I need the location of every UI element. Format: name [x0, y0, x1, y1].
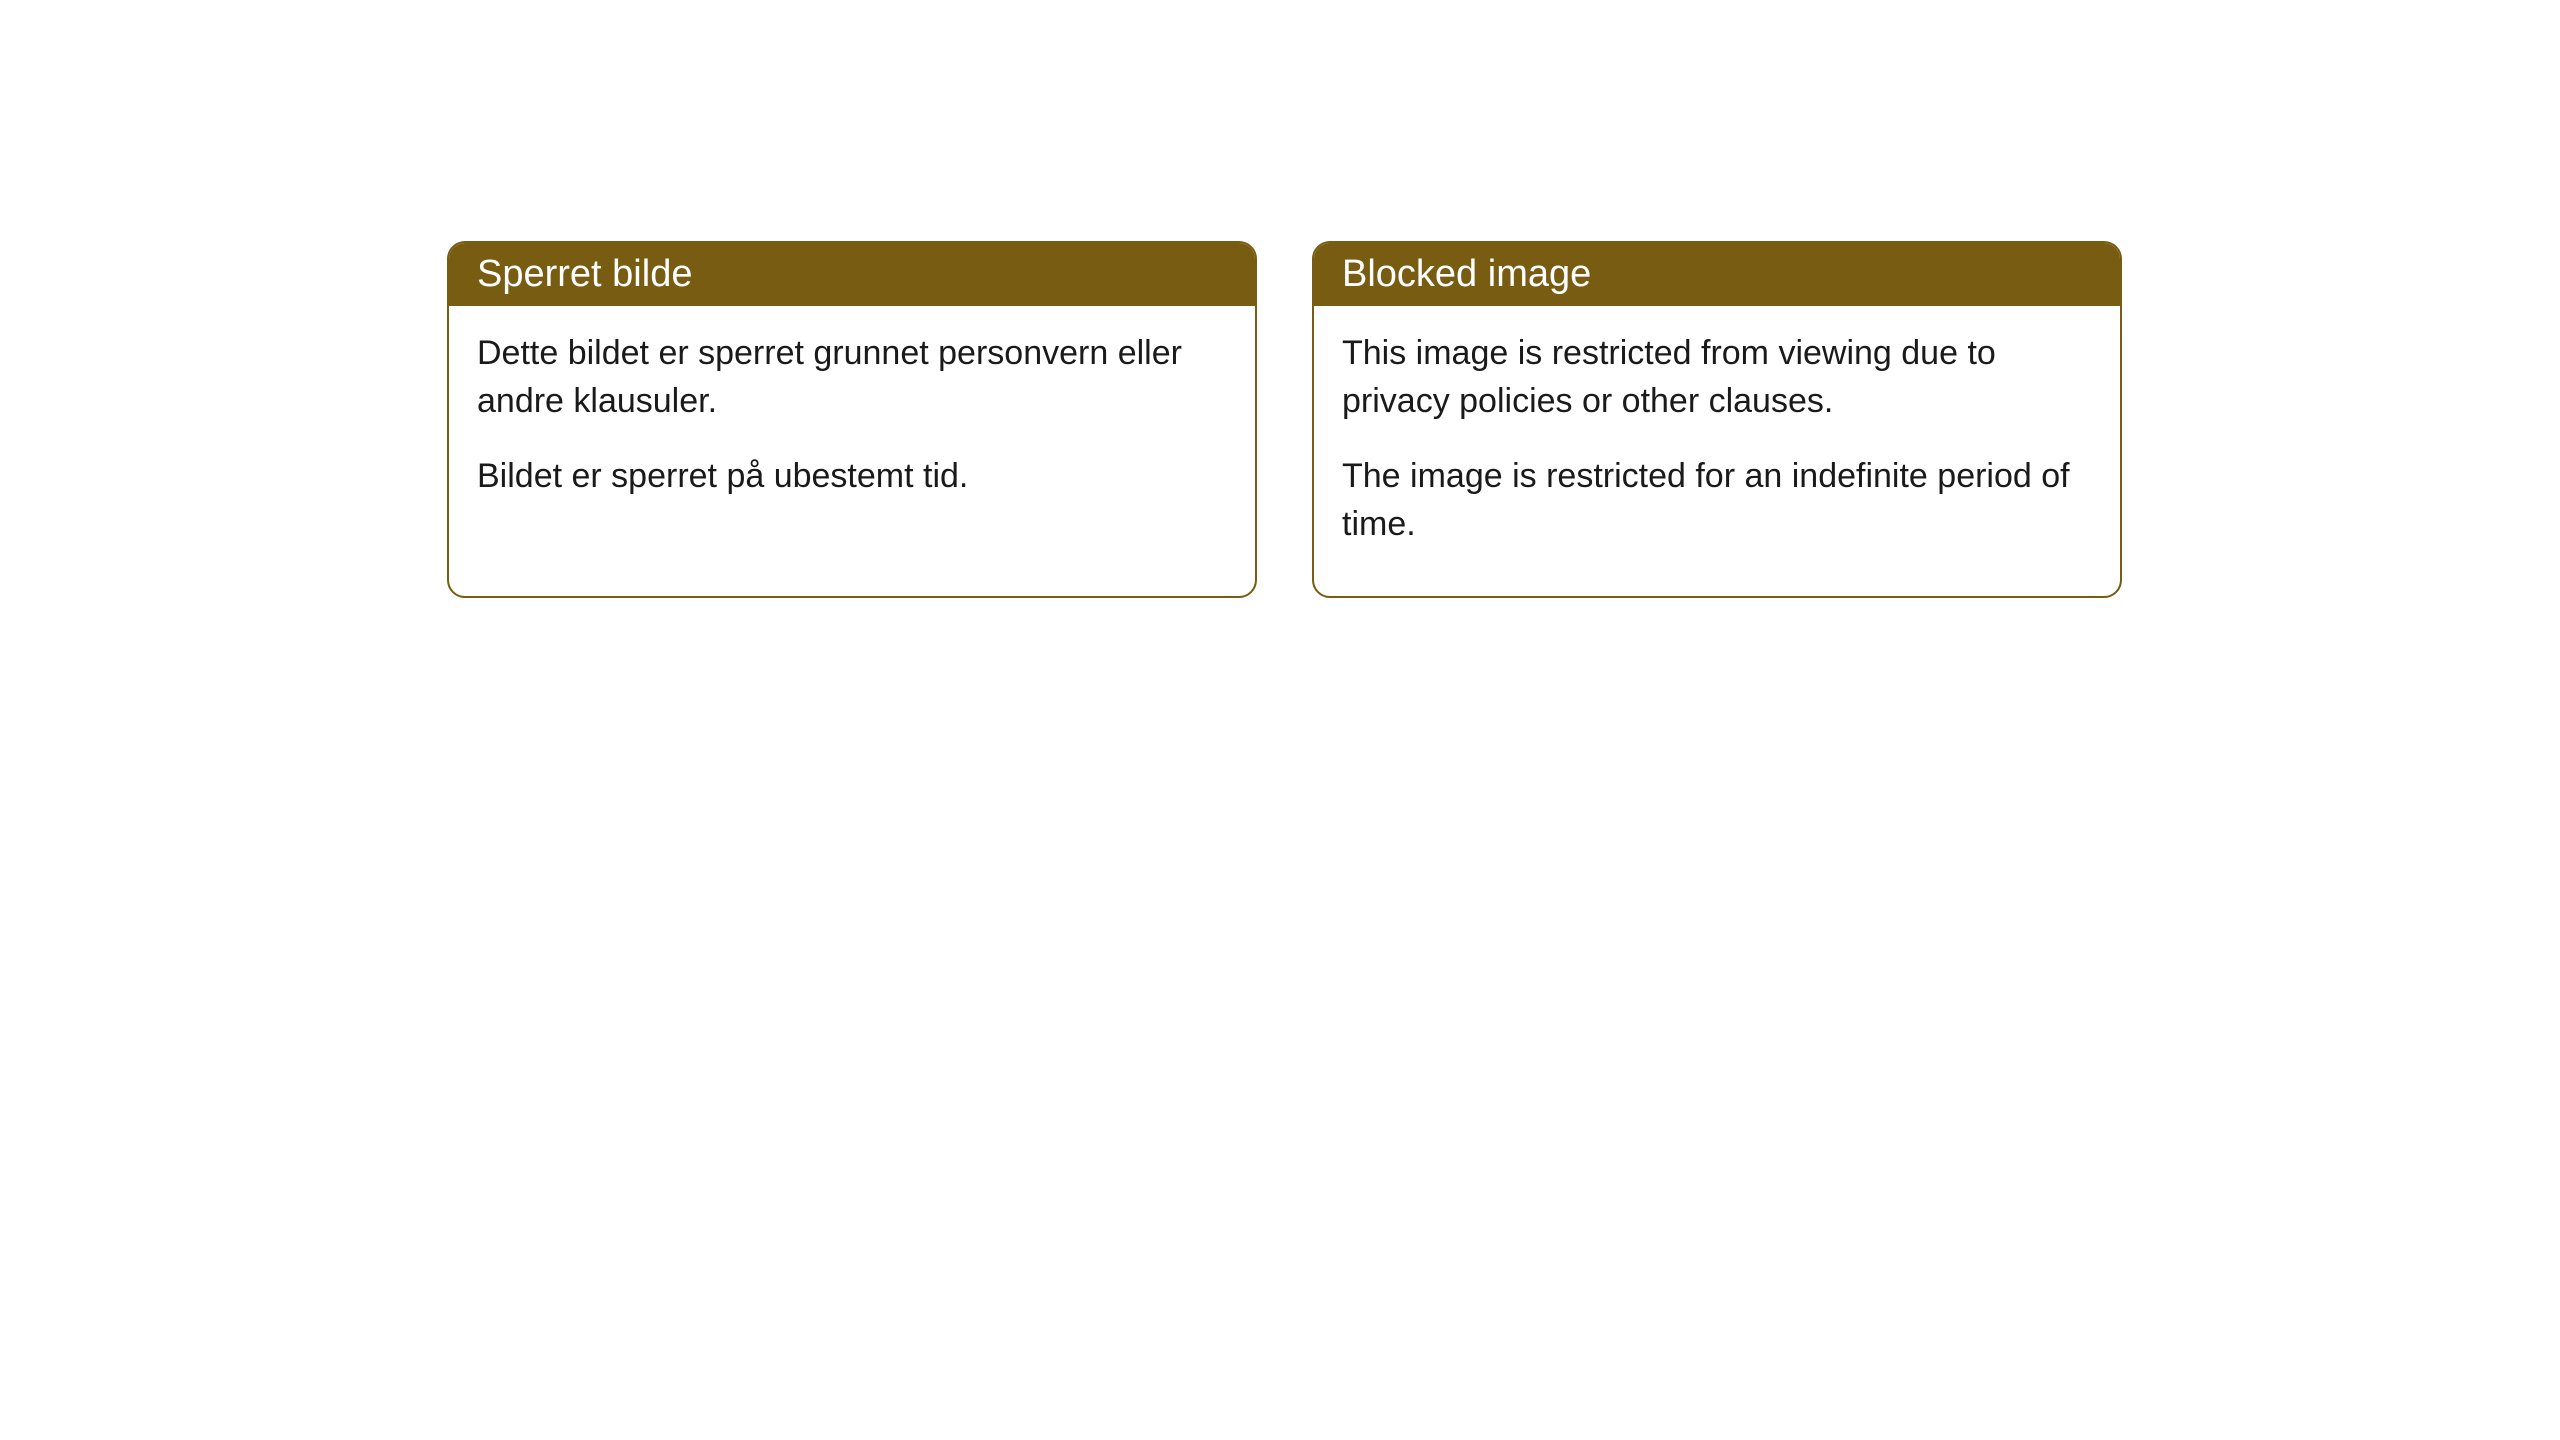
card-body-en: This image is restricted from viewing du…	[1314, 306, 2120, 596]
card-body-no: Dette bildet er sperret grunnet personve…	[449, 306, 1255, 549]
blocked-image-card-no: Sperret bilde Dette bildet er sperret gr…	[447, 241, 1257, 598]
blocked-image-card-en: Blocked image This image is restricted f…	[1312, 241, 2122, 598]
notice-cards-container: Sperret bilde Dette bildet er sperret gr…	[447, 241, 2122, 598]
card-header-en: Blocked image	[1314, 243, 2120, 306]
card-paragraph-2-en: The image is restricted for an indefinit…	[1342, 453, 2092, 548]
card-paragraph-2-no: Bildet er sperret på ubestemt tid.	[477, 453, 1227, 501]
card-paragraph-1-no: Dette bildet er sperret grunnet personve…	[477, 330, 1227, 425]
card-paragraph-1-en: This image is restricted from viewing du…	[1342, 330, 2092, 425]
card-header-no: Sperret bilde	[449, 243, 1255, 306]
